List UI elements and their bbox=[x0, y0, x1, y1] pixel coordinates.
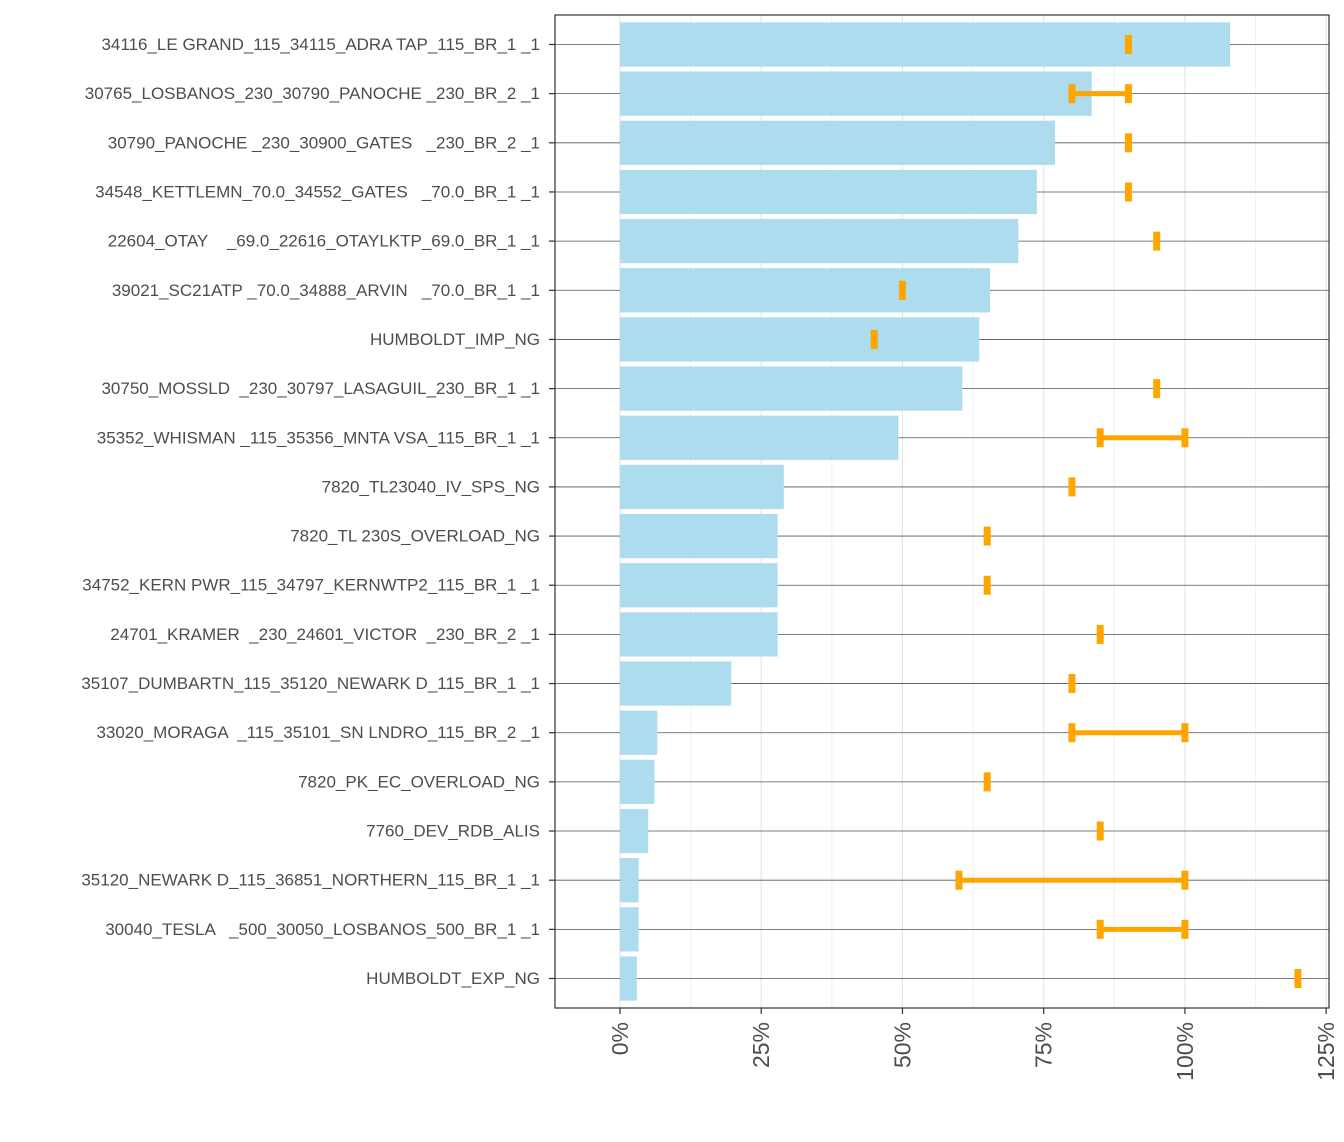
x-axis: 0% 25% 50% 75% 100% 125% bbox=[607, 1008, 1339, 1081]
range-cap-low bbox=[983, 526, 991, 546]
y-tick-label: HUMBOLDT_EXP_NG bbox=[366, 969, 540, 988]
bar bbox=[619, 907, 639, 952]
y-axis: 34116_LE GRAND_115_34115_ADRA TAP_115_BR… bbox=[81, 35, 555, 988]
y-tick-label: 22604_OTAY _69.0_22616_OTAYLKTP_69.0_BR_… bbox=[108, 232, 540, 251]
range-cap-high bbox=[1124, 84, 1132, 104]
range-marker bbox=[1096, 919, 1189, 939]
y-tick-label: 35107_DUMBARTN_115_35120_NEWARK D_115_BR… bbox=[81, 674, 540, 693]
bar bbox=[619, 71, 1092, 116]
y-tick-label: 33020_MORAGA _115_35101_SN LNDRO_115_BR_… bbox=[96, 723, 540, 742]
range-cap-low bbox=[1294, 969, 1302, 989]
range-marker bbox=[1153, 379, 1161, 399]
bar bbox=[619, 563, 778, 608]
range-cap-low bbox=[1096, 624, 1104, 644]
bar bbox=[619, 415, 899, 460]
y-tick-label: 34752_KERN PWR_115_34797_KERNWTP2_115_BR… bbox=[82, 576, 540, 595]
y-tick-label: HUMBOLDT_IMP_NG bbox=[370, 330, 540, 349]
x-tick-label: 25% bbox=[748, 1022, 774, 1068]
y-tick-label: 34548_KETTLEMN_70.0_34552_GATES _70.0_BR… bbox=[95, 182, 540, 201]
range-marker bbox=[1124, 34, 1132, 54]
bar bbox=[619, 808, 649, 854]
range-marker bbox=[955, 870, 1189, 890]
range-marker bbox=[983, 772, 991, 792]
range-marker bbox=[1068, 723, 1189, 743]
range-cap-low bbox=[1124, 34, 1132, 54]
range-cap-low bbox=[1153, 379, 1161, 399]
y-tick-label: 30750_MOSSLD _230_30797_LASAGUIL_230_BR_… bbox=[101, 379, 540, 398]
range-marker bbox=[1124, 133, 1132, 153]
bar bbox=[619, 858, 639, 903]
bar bbox=[619, 22, 1231, 67]
bar bbox=[619, 268, 991, 313]
bar bbox=[619, 710, 658, 755]
x-tick-label: 100% bbox=[1172, 1022, 1198, 1081]
bar bbox=[619, 366, 963, 411]
x-tick-label: 50% bbox=[889, 1022, 915, 1068]
bar-series bbox=[619, 22, 1231, 1001]
bar bbox=[619, 513, 778, 559]
y-tick-label: 30765_LOSBANOS_230_30790_PANOCHE _230_BR… bbox=[85, 84, 540, 103]
y-tick-label: 35352_WHISMAN _115_35356_MNTA VSA_115_BR… bbox=[97, 428, 540, 447]
range-cap-high bbox=[1181, 723, 1189, 743]
bar bbox=[619, 956, 637, 1001]
y-tick-label: 39021_SC21ATP _70.0_34888_ARVIN _70.0_BR… bbox=[112, 281, 540, 300]
range-cap-low bbox=[1068, 84, 1076, 104]
range-marker bbox=[898, 280, 906, 300]
range-marker bbox=[1153, 231, 1161, 251]
y-tick-label: 7820_PK_EC_OVERLOAD_NG bbox=[298, 772, 540, 791]
range-marker bbox=[983, 575, 991, 595]
y-tick-label: 34116_LE GRAND_115_34115_ADRA TAP_115_BR… bbox=[101, 35, 540, 54]
bar bbox=[619, 169, 1037, 215]
range-cap-high bbox=[1181, 919, 1189, 939]
range-cap-low bbox=[1068, 723, 1076, 743]
range-cap-low bbox=[983, 772, 991, 792]
range-cap-low bbox=[1068, 674, 1076, 694]
range-marker bbox=[1068, 477, 1076, 497]
bar bbox=[619, 120, 1055, 165]
y-tick-label: 7820_TL 230S_OVERLOAD_NG bbox=[290, 527, 540, 546]
y-tick-label: 7820_TL23040_IV_SPS_NG bbox=[322, 477, 540, 496]
y-tick-label: 7760_DEV_RDB_ALIS bbox=[366, 822, 540, 841]
bar bbox=[619, 759, 655, 804]
range-marker bbox=[1096, 428, 1189, 448]
bar bbox=[619, 464, 784, 510]
range-cap-high bbox=[1181, 428, 1189, 448]
y-tick-label: 35120_NEWARK D_115_36851_NORTHERN_115_BR… bbox=[81, 871, 540, 890]
y-tick-label: 24701_KRAMER _230_24601_VICTOR _230_BR_2… bbox=[110, 625, 540, 644]
range-cap-low bbox=[1068, 477, 1076, 497]
panel-border bbox=[554, 14, 1330, 1009]
bar bbox=[619, 219, 1019, 264]
range-marker bbox=[1068, 674, 1076, 694]
range-marker bbox=[870, 329, 878, 349]
range-cap-low bbox=[955, 870, 963, 890]
range-marker bbox=[1068, 84, 1132, 104]
x-tick-label: 75% bbox=[1031, 1022, 1057, 1068]
range-series bbox=[870, 34, 1302, 989]
range-marker bbox=[1294, 969, 1302, 989]
range-marker bbox=[1096, 821, 1104, 841]
y-tick-label: 30040_TESLA _500_30050_LOSBANOS_500_BR_1… bbox=[105, 920, 540, 939]
bar bbox=[619, 661, 732, 706]
range-cap-low bbox=[983, 575, 991, 595]
range-cap-low bbox=[1124, 182, 1132, 202]
range-marker bbox=[1124, 182, 1132, 202]
x-tick-label: 0% bbox=[607, 1022, 633, 1055]
range-marker bbox=[983, 526, 991, 546]
x-tick-label: 125% bbox=[1313, 1022, 1339, 1081]
y-tick-label: 30790_PANOCHE _230_30900_GATES _230_BR_2… bbox=[108, 133, 540, 152]
range-cap-low bbox=[1096, 821, 1104, 841]
range-cap-high bbox=[1181, 870, 1189, 890]
range-cap-low bbox=[1124, 133, 1132, 153]
range-marker bbox=[1096, 624, 1104, 644]
range-cap-low bbox=[870, 329, 878, 349]
range-cap-low bbox=[1153, 231, 1161, 251]
range-cap-low bbox=[898, 280, 906, 300]
bar bbox=[619, 317, 980, 362]
range-cap-low bbox=[1096, 428, 1104, 448]
bar bbox=[619, 612, 778, 657]
range-cap-low bbox=[1096, 919, 1104, 939]
